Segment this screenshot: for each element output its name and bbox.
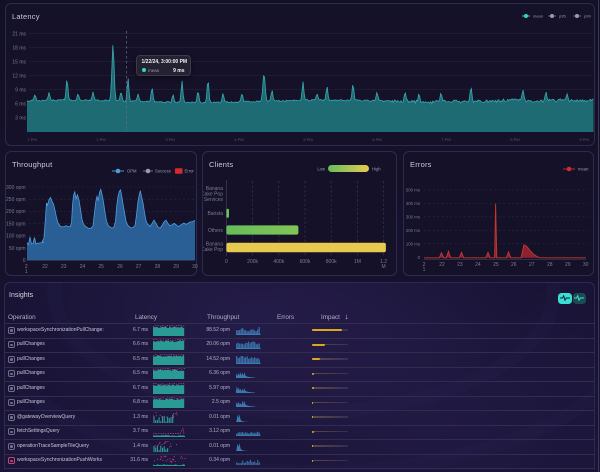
svg-text:Barista: Barista: [207, 211, 223, 217]
svg-text:Cake Pop: Cake Pop: [203, 192, 223, 198]
svg-text:Cake Pop: Cake Pop: [203, 247, 223, 253]
svg-text:OPM: OPM: [127, 169, 137, 174]
svg-text:29: 29: [565, 262, 571, 268]
svg-text:1: 1: [25, 269, 28, 275]
svg-text:3 ms: 3 ms: [15, 115, 26, 121]
svg-text:25: 25: [493, 262, 499, 268]
svg-text:mean: mean: [533, 14, 543, 19]
svg-text:High: High: [372, 166, 381, 171]
svg-text:400 ms: 400 ms: [406, 201, 420, 206]
svg-text:2: 2: [423, 262, 426, 268]
svg-text:p95: p95: [559, 14, 566, 19]
svg-text:29: 29: [173, 264, 179, 270]
svg-text:800k: 800k: [326, 259, 337, 265]
svg-text:26: 26: [511, 262, 517, 268]
svg-text:Error: Error: [185, 169, 195, 174]
svg-text:25: 25: [98, 264, 104, 270]
svg-text:p99: p99: [584, 14, 591, 19]
svg-text:Others: Others: [208, 228, 224, 234]
svg-text:0: 0: [418, 255, 421, 260]
svg-text:400k: 400k: [273, 259, 284, 265]
svg-text:22: 22: [42, 264, 48, 270]
svg-text:0: 0: [23, 258, 26, 264]
svg-text:22: 22: [439, 262, 445, 268]
svg-text:Services: Services: [204, 197, 224, 203]
svg-text:300 ms: 300 ms: [406, 214, 420, 219]
svg-text:Banana: Banana: [206, 241, 223, 247]
svg-text:200 opm: 200 opm: [6, 209, 25, 215]
svg-text:150 opm: 150 opm: [6, 221, 25, 227]
svg-text:18 ms: 18 ms: [12, 45, 26, 51]
svg-text:12 ms: 12 ms: [12, 73, 26, 79]
svg-text:mean: mean: [578, 167, 589, 172]
svg-text:2: 2: [25, 264, 28, 270]
svg-text:27: 27: [136, 264, 142, 270]
svg-text:23: 23: [457, 262, 463, 268]
svg-text:23: 23: [61, 264, 67, 270]
svg-text:Banana: Banana: [206, 186, 223, 192]
svg-text:0: 0: [225, 259, 228, 265]
svg-text:M: M: [382, 264, 386, 270]
svg-text:1.2: 1.2: [380, 259, 387, 265]
svg-text:28: 28: [155, 264, 161, 270]
svg-text:30: 30: [583, 262, 589, 268]
svg-text:15 ms: 15 ms: [12, 59, 26, 65]
svg-text:Success: Success: [155, 169, 171, 174]
svg-text:28: 28: [547, 262, 553, 268]
svg-text:27: 27: [529, 262, 535, 268]
svg-text:6 ms: 6 ms: [15, 101, 26, 107]
svg-text:30: 30: [192, 264, 198, 270]
svg-text:100 ms: 100 ms: [406, 241, 420, 246]
svg-text:300 opm: 300 opm: [6, 185, 25, 191]
svg-text:500 ms: 500 ms: [406, 187, 420, 192]
svg-text:24: 24: [475, 262, 481, 268]
svg-text:1M: 1M: [354, 259, 361, 265]
svg-text:24: 24: [80, 264, 86, 270]
svg-text:1: 1: [423, 267, 426, 273]
svg-text:600k: 600k: [300, 259, 311, 265]
svg-text:Low: Low: [317, 166, 326, 171]
svg-text:9 ms: 9 ms: [15, 87, 26, 93]
svg-text:21 ms: 21 ms: [12, 31, 26, 37]
svg-text:250 opm: 250 opm: [6, 197, 25, 203]
svg-text:100 opm: 100 opm: [6, 234, 25, 240]
svg-text:200 ms: 200 ms: [406, 228, 420, 233]
svg-text:50 opm: 50 opm: [9, 246, 26, 252]
svg-text:26: 26: [117, 264, 123, 270]
svg-text:200k: 200k: [247, 259, 258, 265]
